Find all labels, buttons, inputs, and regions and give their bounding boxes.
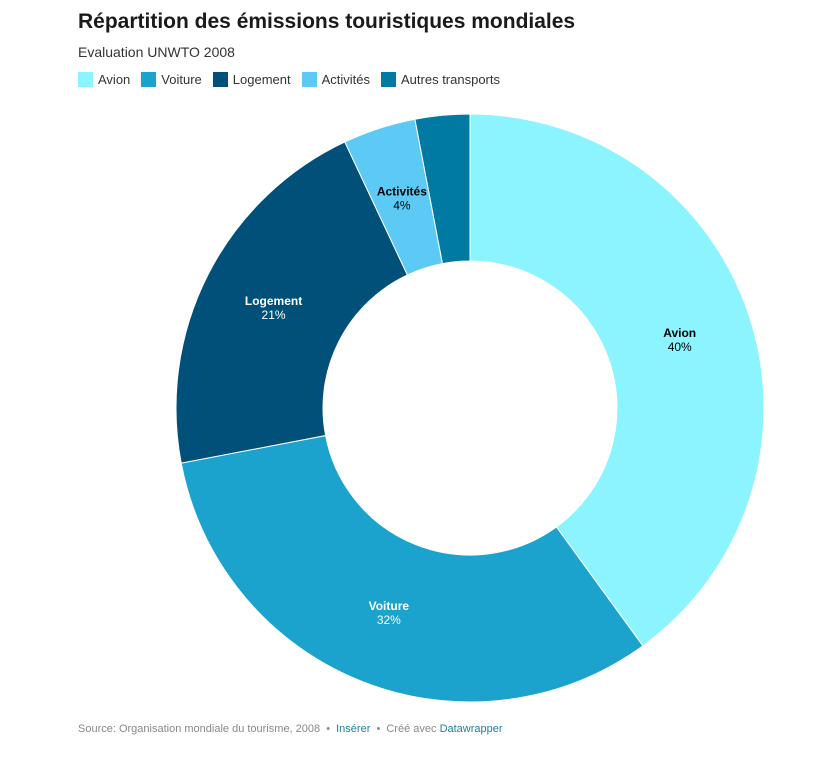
slice-autres-transports <box>414 113 471 265</box>
footer-separator: • <box>376 723 381 735</box>
legend-item: Logement <box>212 72 291 87</box>
source-text: Source: Organisation mondiale du tourism… <box>78 723 321 735</box>
embed-link[interactable]: Insérer <box>336 723 371 735</box>
legend-item: Avion <box>78 72 130 87</box>
slice-avion <box>469 113 765 647</box>
legend-label: Activités <box>321 72 371 87</box>
slice-value-label: 32% <box>377 613 401 627</box>
chart-subtitle: Evaluation UNWTO 2008 <box>78 44 235 60</box>
chart-title: Répartition des émissions touristiques m… <box>78 10 576 33</box>
slice-value-label: 40% <box>668 340 692 354</box>
created-with-text: Créé avec <box>386 723 437 735</box>
chart-legend: Avion Voiture Logement Activités Autres tran… <box>78 72 511 87</box>
datawrapper-link[interactable]: Datawrapper <box>439 723 503 735</box>
legend-swatch <box>381 72 397 87</box>
chart-footer: Source: Organisation mondiale du tourism… <box>78 723 503 735</box>
slice-label: Avion <box>663 326 696 340</box>
legend-swatch <box>301 72 317 87</box>
legend-label: Logement <box>232 72 291 87</box>
legend-label: Voiture <box>161 72 202 87</box>
legend-swatch <box>78 72 93 87</box>
footer-separator: • <box>326 723 331 735</box>
slice-value-label: 21% <box>262 308 286 322</box>
legend-item: Autres transports <box>381 72 500 87</box>
slice-label: Voiture <box>369 599 410 613</box>
slice-label: Activités <box>377 184 427 198</box>
legend-swatch <box>212 72 228 87</box>
legend-item: Voiture <box>141 72 202 87</box>
legend-label: Autres transports <box>401 72 501 87</box>
legend-swatch <box>141 72 157 87</box>
slice-logement <box>175 141 409 464</box>
legend-item: Activités <box>301 72 371 87</box>
slice-label: Logement <box>245 294 302 308</box>
legend-label: Avion <box>98 72 131 87</box>
slice-value-label: 4% <box>393 198 411 212</box>
slice-voiture <box>180 434 644 703</box>
